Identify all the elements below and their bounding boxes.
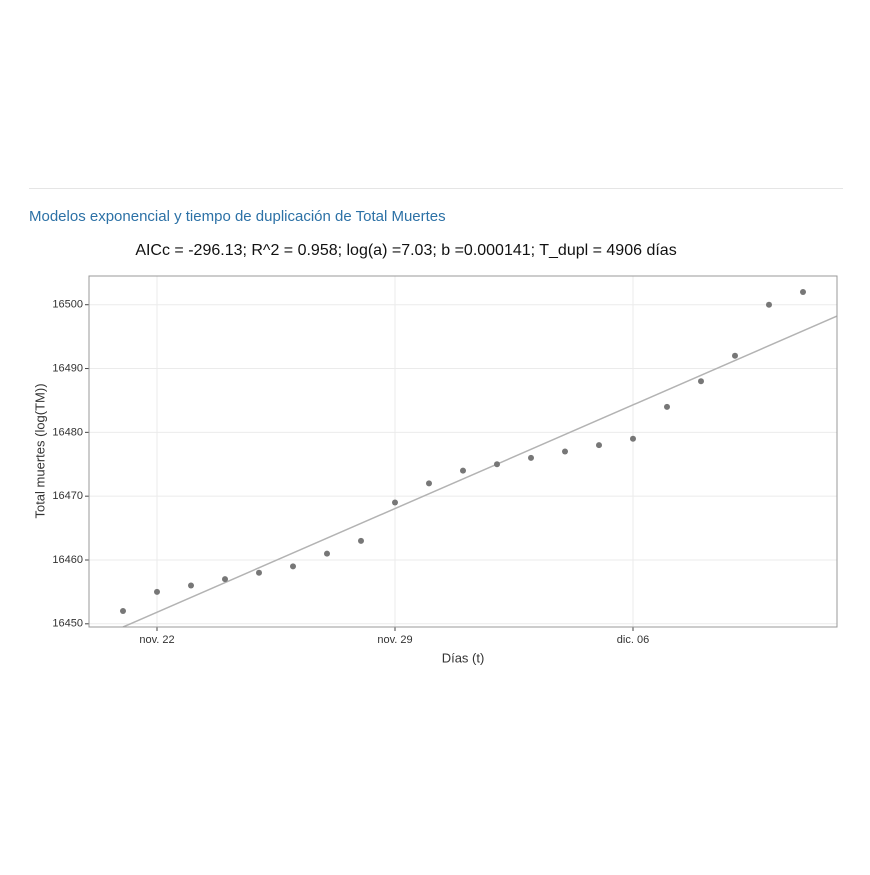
- point: [528, 454, 534, 461]
- y-tick-label: 16470: [52, 490, 83, 502]
- point: [290, 563, 296, 570]
- x-tick-label: nov. 22: [139, 634, 174, 646]
- y-tick-label: 16500: [52, 299, 83, 311]
- point: [732, 352, 738, 359]
- chart-title: AICc = -296.13; R^2 = 0.958; log(a) =7.0…: [135, 242, 676, 259]
- y-tick-label: 16490: [52, 362, 83, 374]
- x-tick-label: dic. 06: [617, 634, 649, 646]
- point: [256, 569, 262, 576]
- point: [324, 550, 330, 557]
- point: [120, 608, 126, 615]
- point: [766, 301, 772, 308]
- trend-line: [122, 315, 837, 627]
- point: [392, 499, 398, 506]
- x-tick-label: nov. 29: [377, 634, 412, 646]
- point: [426, 480, 432, 487]
- heading: Modelos exponencial y tiempo de duplicac…: [29, 208, 446, 225]
- point: [630, 435, 636, 442]
- point: [188, 582, 194, 589]
- point: [494, 461, 500, 468]
- plot-border: [88, 275, 838, 628]
- y-tick-label: 16460: [52, 554, 83, 566]
- y-tick-label: 16480: [52, 426, 83, 438]
- point: [222, 576, 228, 583]
- point: [800, 288, 806, 295]
- y-tick-label: 16450: [52, 618, 83, 630]
- y-axis-title: Total muertes (log(TM)): [32, 383, 47, 518]
- point: [154, 588, 160, 595]
- point: [596, 442, 602, 449]
- point: [562, 448, 568, 455]
- point: [664, 403, 670, 410]
- point: [358, 537, 364, 544]
- point: [460, 467, 466, 474]
- x-axis-title: Días (t): [442, 650, 485, 665]
- point: [698, 378, 704, 385]
